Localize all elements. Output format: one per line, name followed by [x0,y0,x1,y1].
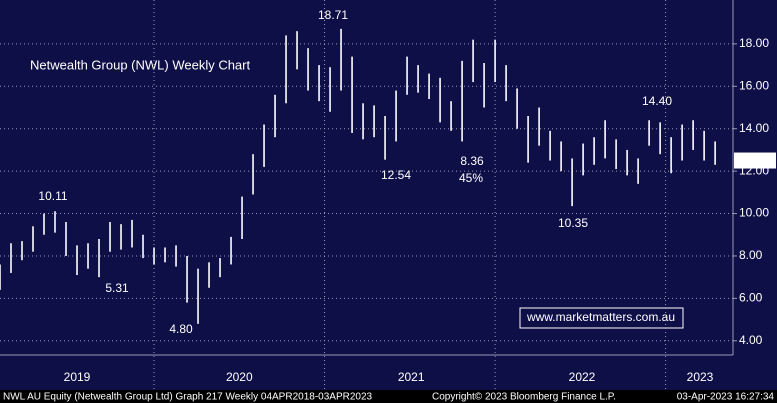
watermark: www.marketmatters.com.au [526,310,675,324]
x-tick-label: 2021 [398,370,425,384]
last-price-label: 12.50 [740,153,770,167]
x-tick-label: 2022 [569,370,596,384]
annotation: 8.36 [460,154,484,168]
y-tick-label: 14.00 [739,121,769,135]
annotation: 45% [459,171,483,185]
footer-bar [0,390,777,403]
x-tick-label: 2020 [226,370,253,384]
y-tick-label: 6.00 [739,291,763,305]
annotation: 10.11 [38,189,67,203]
y-tick-label: 16.00 [739,78,769,92]
background [0,0,777,390]
y-tick-label: 10.00 [739,206,769,220]
y-tick-label: 18.00 [739,36,769,50]
watermark-box [519,307,684,329]
annotation: 14.40 [642,94,672,108]
annotation: 18.71 [318,8,348,22]
annotation: 10.35 [558,216,588,230]
last-price-box [734,152,776,169]
annotation: 12.54 [381,168,411,182]
x-tick-label: 2019 [64,370,91,384]
footer-date: 03-Apr-2023 16:27:34 [677,392,775,403]
y-tick-label: 8.00 [739,248,763,262]
y-tick-label: 4.00 [739,333,763,347]
annotation: 5.31 [105,281,129,295]
x-tick-label: 2023 [687,370,714,384]
chart-title: Netwealth Group (NWL) Weekly Chart [30,57,250,72]
annotation: 4.80 [169,322,193,336]
footer-copyright: Copyright© 2023 Bloomberg Finance L.P. [432,392,616,403]
footer-left: NWL AU Equity (Netwealth Group Ltd) Grap… [3,392,373,403]
